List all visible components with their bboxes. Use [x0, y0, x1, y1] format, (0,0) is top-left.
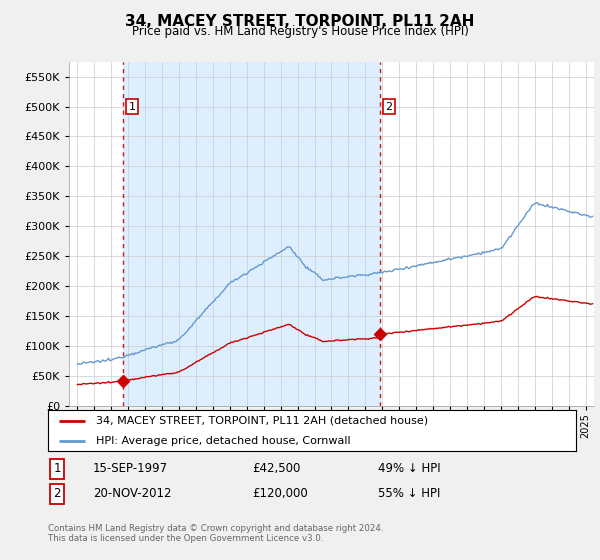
- Text: 49% ↓ HPI: 49% ↓ HPI: [378, 462, 440, 475]
- Bar: [124, 62, 380, 406]
- Text: 2: 2: [385, 101, 392, 111]
- Text: 55% ↓ HPI: 55% ↓ HPI: [378, 487, 440, 501]
- Text: £42,500: £42,500: [252, 462, 301, 475]
- Text: 34, MACEY STREET, TORPOINT, PL11 2AH: 34, MACEY STREET, TORPOINT, PL11 2AH: [125, 14, 475, 29]
- Text: HPI: Average price, detached house, Cornwall: HPI: Average price, detached house, Corn…: [95, 436, 350, 446]
- Text: Contains HM Land Registry data © Crown copyright and database right 2024.
This d: Contains HM Land Registry data © Crown c…: [48, 524, 383, 543]
- Text: Price paid vs. HM Land Registry's House Price Index (HPI): Price paid vs. HM Land Registry's House …: [131, 25, 469, 38]
- Text: 20-NOV-2012: 20-NOV-2012: [93, 487, 172, 501]
- Text: 1: 1: [53, 462, 61, 475]
- Text: 1: 1: [128, 101, 136, 111]
- Text: 34, MACEY STREET, TORPOINT, PL11 2AH (detached house): 34, MACEY STREET, TORPOINT, PL11 2AH (de…: [95, 416, 428, 426]
- Text: 2: 2: [53, 487, 61, 501]
- Text: £120,000: £120,000: [252, 487, 308, 501]
- Text: 15-SEP-1997: 15-SEP-1997: [93, 462, 168, 475]
